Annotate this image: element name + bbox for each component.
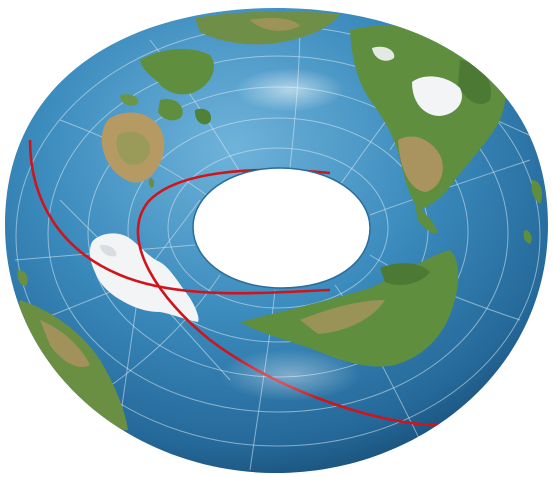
greenland-ice bbox=[412, 76, 462, 116]
torus-hole bbox=[192, 167, 371, 289]
red-route-lines bbox=[28, 139, 492, 427]
route-line-outer bbox=[28, 139, 331, 295]
antarctica-ice bbox=[89, 233, 199, 322]
southeast-asia-landmass bbox=[140, 48, 215, 95]
route-line-inner bbox=[136, 168, 492, 427]
